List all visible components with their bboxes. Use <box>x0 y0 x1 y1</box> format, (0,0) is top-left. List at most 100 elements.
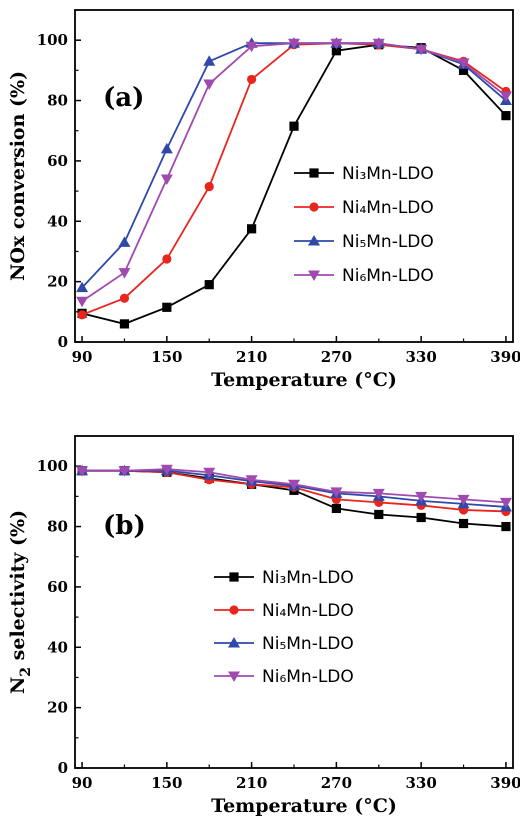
panel-a-data-point <box>203 55 216 66</box>
panel-b-data-point <box>501 521 511 532</box>
panel-a-data-point <box>162 302 172 312</box>
panel-b-series-2 <box>77 466 511 517</box>
panel-a-y-tick-label: 20 <box>47 273 68 291</box>
panel-b-x-tick-label: 330 <box>406 774 437 792</box>
panel-a-data-point <box>160 142 173 154</box>
panel-b-legend-marker <box>229 605 239 615</box>
panel-a-legend: Ni₃Mn-LDO Ni₄Mn-LDO Ni₅Mn-LDO Ni₆Mn-LDO <box>294 164 434 286</box>
panel-b-series-4 <box>76 464 512 509</box>
panel-a-data-point <box>289 121 299 131</box>
panel-b-x-tick-label: 90 <box>72 774 93 792</box>
panel-b-x-tick-label: 270 <box>321 774 352 792</box>
panel-a-x-tick-label: 330 <box>406 348 437 366</box>
panel-a-data-point <box>203 79 216 90</box>
panel-b-legend-label: Ni₅Mn-LDO <box>262 634 354 654</box>
panel-b-data-point <box>416 512 426 523</box>
panel-b-y-axis-title: N2 selectivity (%) <box>7 510 34 694</box>
panel-a-legend-label: Ni₄Mn-LDO <box>342 198 434 218</box>
panel-a-legend-marker <box>309 202 319 212</box>
panel-b-legend-label: Ni₃Mn-LDO <box>262 568 354 588</box>
panel-a-series-2 <box>77 38 511 320</box>
panel-b-y-tick-label: 80 <box>47 518 68 536</box>
panel-a-data-point <box>204 280 214 290</box>
panel-b-legend-label: Ni₄Mn-LDO <box>262 601 354 621</box>
panel-a-series-line <box>81 42 507 289</box>
panel-b-data-point <box>288 479 300 491</box>
panel-a-y-tick-label: 80 <box>47 92 68 110</box>
panel-a-legend-label: Ni₃Mn-LDO <box>342 164 434 184</box>
panel-a-data-point <box>162 254 172 264</box>
panel-a-legend-label: Ni₅Mn-LDO <box>342 232 434 252</box>
panel-b-data-point <box>118 466 131 477</box>
panel-a-data-point <box>330 38 343 50</box>
panel-b-data-point <box>160 464 173 476</box>
panel-b-legend-marker <box>228 671 240 682</box>
panel-a-data-point <box>118 236 131 247</box>
panel-b-y-tick-label: 40 <box>47 638 68 656</box>
panel-a-data-point <box>160 174 173 186</box>
panel-b-y-tick-label: 100 <box>37 457 68 475</box>
panel-a-x-tick-label: 150 <box>151 348 182 366</box>
panel-a-data-point <box>247 224 257 234</box>
panel-a-y-tick-label: 0 <box>58 333 68 351</box>
panel-a-data-point <box>118 268 131 279</box>
panel-a-x-tick-label: 390 <box>490 348 520 366</box>
panel-b-data-point <box>457 494 470 506</box>
panel-a-series-4 <box>76 38 512 308</box>
panel-a-x-tick-label: 270 <box>321 348 352 366</box>
panel-a-data-point <box>245 41 258 53</box>
panel-a-legend-marker <box>308 270 320 281</box>
panel-a-legend-label: Ni₆Mn-LDO <box>342 266 434 286</box>
panel-b-x-tick-label: 210 <box>236 774 267 792</box>
panel-a-x-tick-label: 210 <box>236 348 267 366</box>
panel-a-panel-label: (a) <box>103 83 144 113</box>
panel-b-y-tick-label: 20 <box>47 699 68 717</box>
panel-a-data-point <box>288 38 300 50</box>
panel-a-x-tick-label: 90 <box>72 348 93 366</box>
panel-b-data-point <box>76 466 89 477</box>
panel-b-legend: Ni₃Mn-LDO Ni₄Mn-LDO Ni₅Mn-LDO Ni₆Mn-LDO <box>214 568 354 687</box>
panel-b-data-point <box>374 509 384 520</box>
panel-a-data-point <box>77 310 87 320</box>
panel-b-data-point <box>415 491 428 503</box>
panel-a-data-point <box>76 281 89 293</box>
panel-b-x-tick-label: 150 <box>151 774 182 792</box>
panel-b-data-point <box>245 475 258 486</box>
panel-a-legend-marker <box>308 235 320 246</box>
panel-a-data-point <box>76 296 89 308</box>
panel-a-y-axis-title: NOx conversion (%) <box>7 71 29 281</box>
panel-b-data-point <box>203 467 216 479</box>
panel-a-x-axis-title: Temperature (°C) <box>211 369 397 391</box>
panel-b-x-axis-title: Temperature (°C) <box>211 795 397 817</box>
panel-b-legend-label: Ni₆Mn-LDO <box>262 667 354 687</box>
panel-b-data-point <box>372 488 385 500</box>
panel-b-legend-marker <box>228 637 240 648</box>
panel-b-data-point <box>330 487 343 498</box>
panel-a-data-point <box>247 74 257 85</box>
panel-a-series-line <box>81 42 507 316</box>
panel-b-legend-marker <box>229 572 239 582</box>
panel-b-chart: 90 150 210 270 330 390 0 20 40 60 80 100 Temperature… <box>7 435 520 817</box>
panel-b-data-point <box>499 497 512 509</box>
panel-a-data-point <box>331 46 341 56</box>
panel-b-data-point <box>458 518 469 529</box>
panel-a-data-point <box>372 38 385 50</box>
panel-a-data-point <box>119 293 130 303</box>
panel-a-y-tick-label: 40 <box>47 212 68 230</box>
panel-a-legend-marker <box>309 168 319 178</box>
panel-a-plot-frame <box>74 9 514 343</box>
panel-a-series-line <box>81 43 507 325</box>
panel-a-data-point <box>204 181 214 192</box>
panel-a-chart: 90 150 210 270 330 390 0 20 40 60 80 100 Temperature… <box>7 9 520 391</box>
panel-a-data-point <box>415 44 428 56</box>
panel-b-y-tick-label: 0 <box>58 759 68 777</box>
panel-b-data-point <box>331 503 341 514</box>
panel-a-data-point <box>501 111 511 121</box>
panel-a-y-tick-label: 100 <box>37 31 68 49</box>
panel-a-data-point <box>119 319 130 329</box>
panel-a-data-point <box>499 91 512 103</box>
panel-b-x-tick-label: 390 <box>490 774 520 792</box>
panel-a-y-tick-label: 60 <box>47 152 68 170</box>
panel-a-series-3 <box>76 37 512 293</box>
